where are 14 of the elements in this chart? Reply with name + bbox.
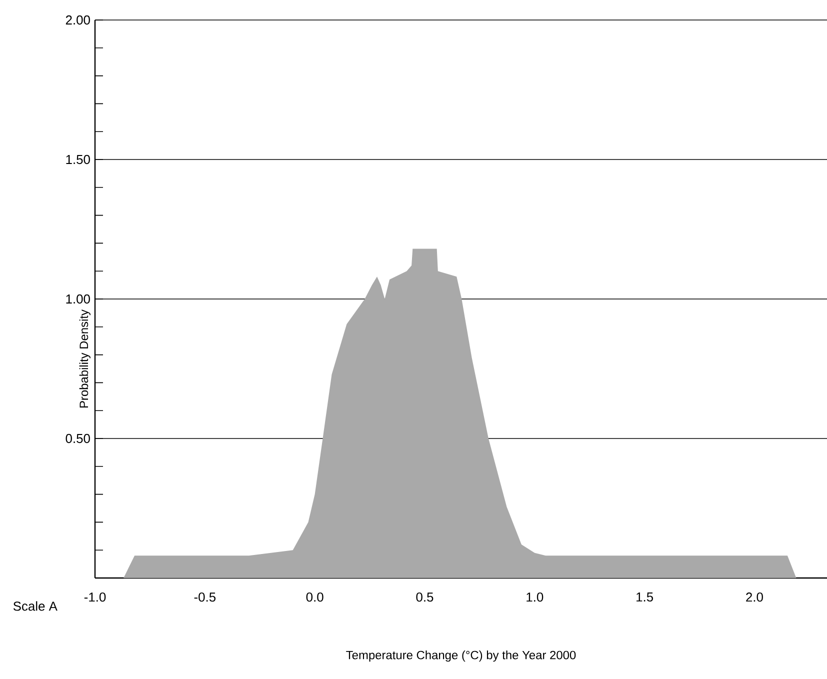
x-tick-label: 0.0 <box>306 592 324 602</box>
x-tick-label: 1.5 <box>636 592 654 602</box>
y-tick-label: 2.00 <box>66 15 90 25</box>
x-axis-title: Temperature Change (°C) by the Year 2000 <box>346 650 576 662</box>
x-tick-label: 1.0 <box>526 592 544 602</box>
x-tick-label: 0.5 <box>416 592 434 602</box>
text: Scale A <box>13 601 58 611</box>
x-tick-label: 2.0 <box>746 592 763 602</box>
y-tick-label: 1.00 <box>66 294 90 304</box>
x-tick-label: -0.5 <box>194 592 216 602</box>
y-axis-title: Probability Density <box>79 310 90 408</box>
x-tick-label: -1.0 <box>84 592 106 602</box>
y-tick-label: 1.50 <box>66 154 90 164</box>
y-tick-label: 0.50 <box>66 434 90 444</box>
